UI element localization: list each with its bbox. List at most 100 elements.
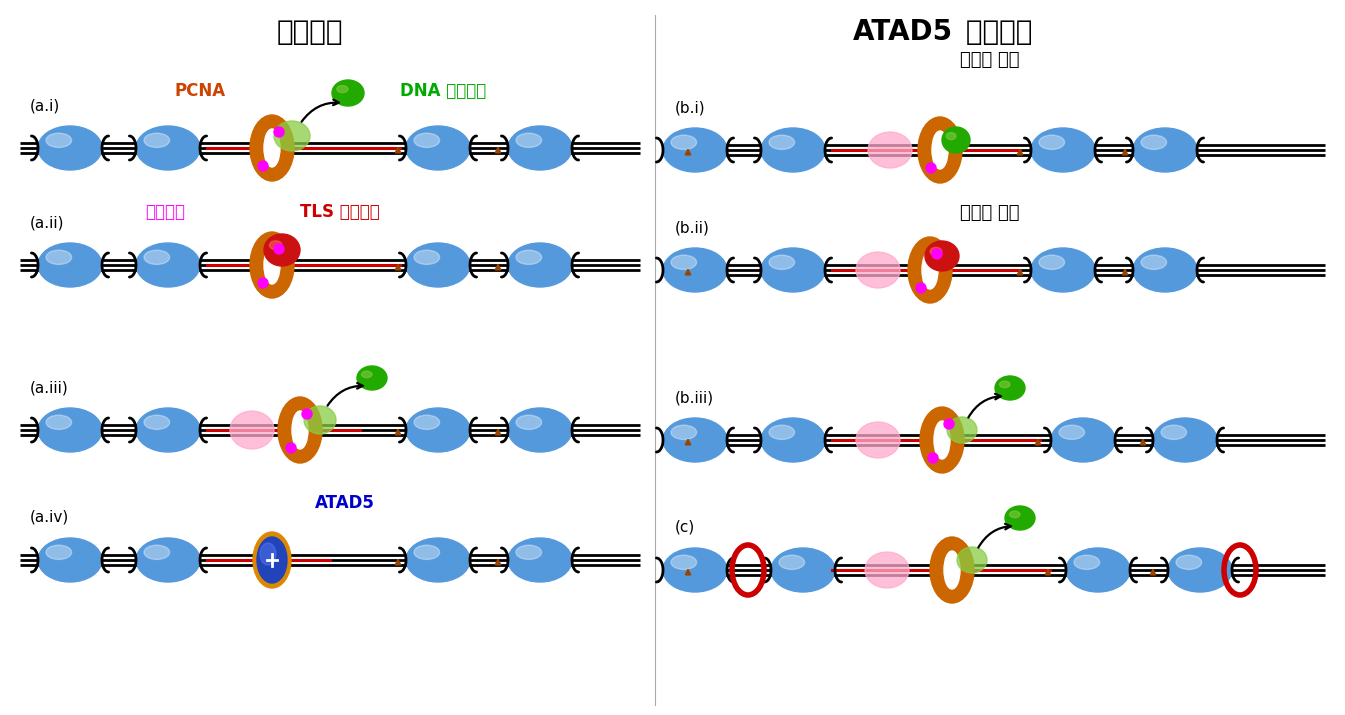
- Text: (b.iii): (b.iii): [675, 390, 714, 405]
- Ellipse shape: [946, 132, 956, 139]
- Ellipse shape: [923, 409, 962, 471]
- Text: (a.i): (a.i): [30, 98, 61, 113]
- Ellipse shape: [921, 408, 963, 472]
- Text: (b.i): (b.i): [675, 100, 706, 115]
- Ellipse shape: [257, 122, 286, 174]
- Ellipse shape: [286, 406, 313, 454]
- Ellipse shape: [280, 399, 320, 461]
- Ellipse shape: [516, 133, 542, 147]
- Ellipse shape: [919, 118, 960, 182]
- Ellipse shape: [1005, 506, 1036, 530]
- Ellipse shape: [281, 400, 319, 460]
- Ellipse shape: [253, 532, 291, 588]
- Ellipse shape: [260, 124, 285, 172]
- Ellipse shape: [508, 126, 572, 170]
- Ellipse shape: [999, 381, 1010, 388]
- Ellipse shape: [1050, 418, 1115, 462]
- Text: 첫번째 멈춤: 첫번째 멈춤: [960, 51, 1020, 69]
- Ellipse shape: [254, 236, 291, 294]
- Ellipse shape: [911, 240, 950, 300]
- Ellipse shape: [414, 250, 440, 265]
- Ellipse shape: [336, 86, 348, 93]
- Text: 유비쿠틴: 유비쿠틴: [145, 202, 186, 220]
- Ellipse shape: [944, 551, 960, 589]
- Ellipse shape: [269, 241, 282, 250]
- Ellipse shape: [925, 412, 959, 468]
- Ellipse shape: [274, 121, 309, 151]
- Ellipse shape: [1132, 248, 1197, 292]
- Text: (a.iv): (a.iv): [30, 510, 69, 525]
- Ellipse shape: [925, 124, 955, 176]
- Ellipse shape: [769, 135, 795, 149]
- Ellipse shape: [136, 243, 200, 287]
- Ellipse shape: [933, 541, 970, 599]
- Circle shape: [928, 453, 937, 463]
- Ellipse shape: [136, 408, 200, 452]
- Ellipse shape: [414, 415, 440, 430]
- Ellipse shape: [278, 398, 321, 462]
- Ellipse shape: [1059, 425, 1084, 440]
- Ellipse shape: [908, 237, 952, 303]
- Ellipse shape: [911, 239, 950, 301]
- Ellipse shape: [406, 538, 469, 582]
- Ellipse shape: [406, 126, 469, 170]
- Ellipse shape: [253, 118, 291, 178]
- Ellipse shape: [671, 135, 697, 149]
- Ellipse shape: [38, 538, 102, 582]
- Ellipse shape: [144, 415, 169, 430]
- Ellipse shape: [663, 248, 728, 292]
- Ellipse shape: [947, 417, 976, 443]
- Ellipse shape: [256, 120, 289, 176]
- Ellipse shape: [516, 415, 542, 430]
- Ellipse shape: [252, 117, 292, 179]
- Ellipse shape: [258, 240, 286, 290]
- Ellipse shape: [939, 546, 964, 594]
- Text: ATAD5: ATAD5: [853, 18, 954, 46]
- Ellipse shape: [230, 411, 274, 449]
- Ellipse shape: [935, 542, 968, 598]
- Ellipse shape: [761, 418, 824, 462]
- Circle shape: [286, 443, 296, 453]
- Ellipse shape: [912, 241, 948, 299]
- Ellipse shape: [1032, 128, 1095, 172]
- Text: 결핑세포: 결핑세포: [958, 18, 1033, 46]
- Circle shape: [258, 161, 268, 171]
- Ellipse shape: [257, 239, 286, 291]
- Circle shape: [925, 163, 936, 173]
- Ellipse shape: [919, 117, 962, 183]
- Ellipse shape: [925, 125, 954, 175]
- Ellipse shape: [923, 121, 958, 179]
- Ellipse shape: [931, 538, 972, 602]
- Ellipse shape: [414, 545, 440, 559]
- Ellipse shape: [933, 540, 971, 600]
- Ellipse shape: [929, 416, 955, 464]
- Text: 정상세포: 정상세포: [277, 18, 343, 46]
- Ellipse shape: [144, 250, 169, 265]
- Text: 두번째 멈춤: 두번째 멈춤: [960, 204, 1020, 222]
- Ellipse shape: [771, 548, 835, 592]
- Ellipse shape: [941, 127, 970, 153]
- Ellipse shape: [925, 241, 959, 271]
- Ellipse shape: [278, 397, 321, 463]
- Ellipse shape: [925, 413, 958, 467]
- Ellipse shape: [909, 238, 951, 302]
- Ellipse shape: [923, 251, 937, 289]
- Ellipse shape: [38, 126, 102, 170]
- Circle shape: [274, 244, 284, 254]
- Ellipse shape: [663, 548, 728, 592]
- Ellipse shape: [1161, 425, 1186, 440]
- Ellipse shape: [136, 126, 200, 170]
- Ellipse shape: [282, 401, 317, 459]
- Ellipse shape: [258, 123, 286, 173]
- Circle shape: [916, 283, 925, 293]
- Ellipse shape: [406, 408, 469, 452]
- Ellipse shape: [1032, 248, 1095, 292]
- Ellipse shape: [936, 543, 968, 597]
- Ellipse shape: [937, 545, 966, 595]
- Ellipse shape: [332, 80, 364, 106]
- Ellipse shape: [516, 250, 542, 265]
- Ellipse shape: [257, 537, 286, 583]
- Ellipse shape: [144, 133, 169, 147]
- Ellipse shape: [855, 252, 900, 288]
- Ellipse shape: [928, 415, 956, 465]
